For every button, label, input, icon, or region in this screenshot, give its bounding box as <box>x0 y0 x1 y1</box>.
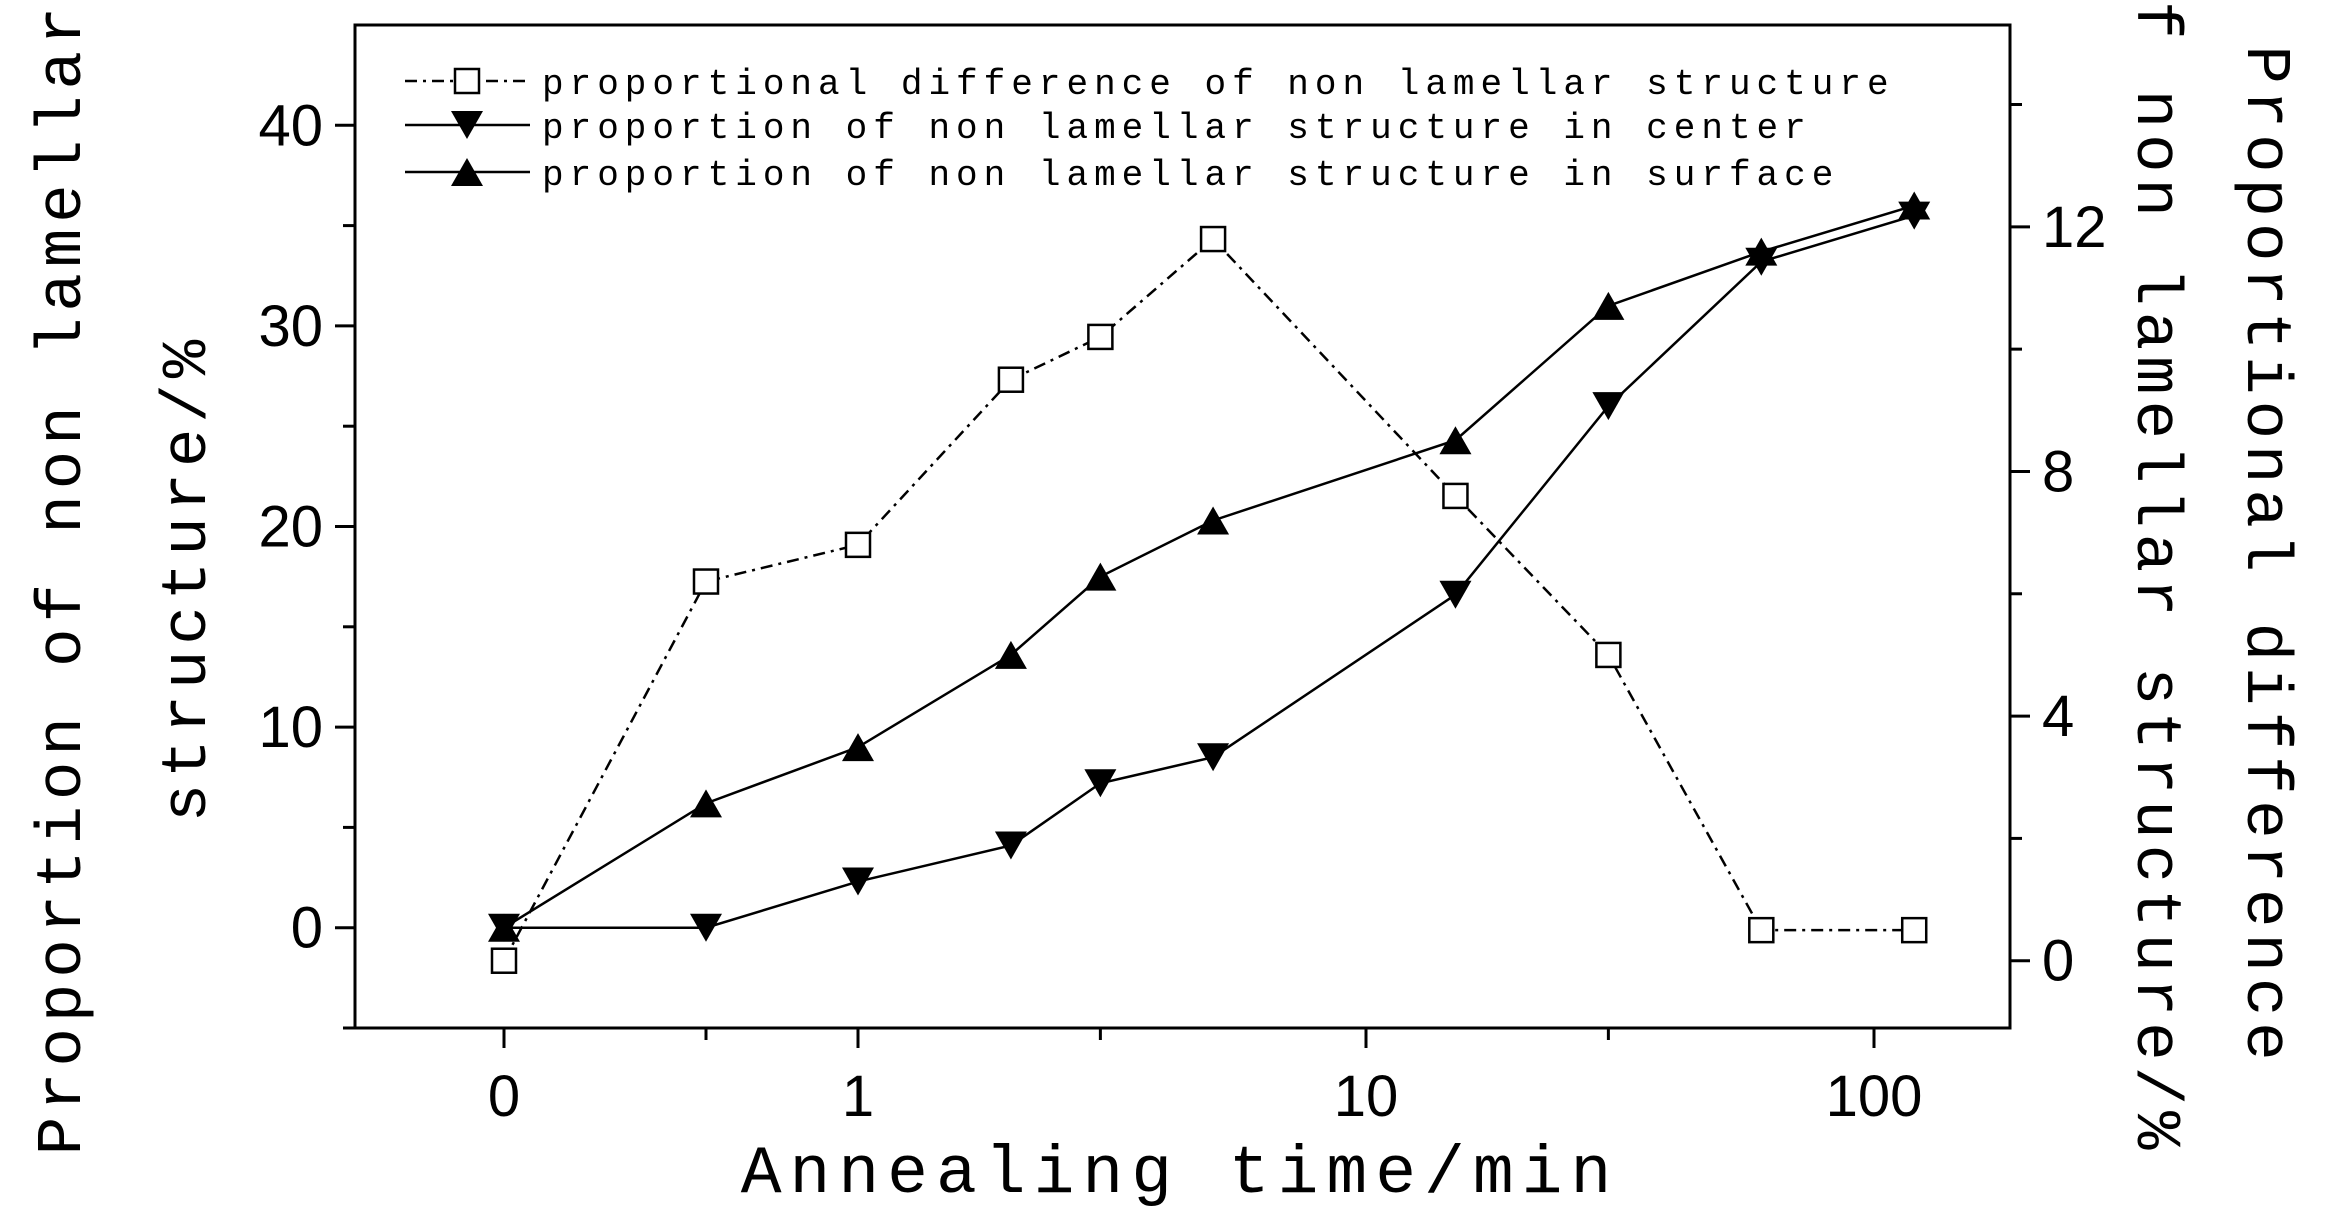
y-axis-left-title-line-1: Proportion of non lamellar <box>28 1 100 1156</box>
data-point-s2-4 <box>1084 562 1117 591</box>
y-left-tick-label-20: 20 <box>258 495 323 560</box>
y-axis-left-title: Proportion of non lamellar <box>28 1 100 1156</box>
y-axis-left-title-2: structure/% <box>153 334 225 822</box>
data-point-s2-2 <box>842 733 874 762</box>
legend-label-center: proportion of non lamellar structure in … <box>542 108 1812 149</box>
y-right-tick-label-8: 8 <box>2042 439 2074 504</box>
series-2 <box>488 191 1931 942</box>
y-axis-left: 0 10 20 30 40 <box>258 93 355 1030</box>
series-line-1 <box>504 214 1915 929</box>
y-right-tick-label-4: 4 <box>2042 684 2074 749</box>
data-point-s0-2 <box>844 531 872 559</box>
y-right-tick-label-0: 0 <box>2042 929 2074 994</box>
legend-label-difference: proportional difference of non lamellar … <box>542 64 1895 105</box>
data-point-s0-8 <box>1748 916 1775 944</box>
y-axis-left-title-line-2: structure/% <box>153 334 225 822</box>
data-point-s1-7 <box>1592 392 1625 421</box>
series-line-0 <box>502 237 1915 962</box>
series-layer <box>488 191 1931 974</box>
data-point-s2-5 <box>1197 506 1230 535</box>
series-line-2 <box>503 204 1915 929</box>
x-axis-title: Annealing time/min <box>741 1136 1620 1213</box>
series-0 <box>490 225 1928 974</box>
legend-entry-center: proportion of non lamellar structure in … <box>405 108 1812 149</box>
y-left-tick-label-0: 0 <box>291 896 323 961</box>
x-tick-label-1: 1 <box>842 1064 874 1129</box>
data-point-s2-1 <box>690 789 722 818</box>
x-tick-label-10: 10 <box>1334 1064 1399 1129</box>
data-point-s0-3 <box>997 366 1025 393</box>
data-point-s2-0 <box>488 913 520 942</box>
data-point-s0-7 <box>1595 641 1622 669</box>
data-point-s0-6 <box>1442 482 1469 510</box>
y-axis-right-title: Proportional difference <box>2228 45 2300 1066</box>
data-point-s1-2 <box>842 867 874 896</box>
y-right-tick-label-12: 12 <box>2042 195 2107 260</box>
legend-marker-open-square <box>453 67 481 95</box>
legend-entry-difference: proportional difference of non lamellar … <box>405 64 1895 105</box>
y-left-tick-label-30: 30 <box>258 294 323 359</box>
data-point-s2-9 <box>1898 191 1931 220</box>
data-point-s0-1 <box>692 568 720 595</box>
legend-label-surface: proportion of non lamellar structure in … <box>542 155 1839 196</box>
legend: proportional difference of non lamellar … <box>405 64 1895 196</box>
data-point-s1-5 <box>1197 743 1230 772</box>
legend-marker-down-triangle <box>451 111 483 139</box>
data-point-s0-5 <box>1199 225 1227 253</box>
data-point-s1-6 <box>1439 580 1472 609</box>
legend-marker-up-triangle <box>451 158 483 186</box>
data-point-s1-3 <box>994 831 1027 860</box>
y-axis-right-title-line-1: Proportional difference <box>2228 45 2300 1066</box>
data-point-s2-8 <box>1745 237 1778 266</box>
x-axis: 0 1 10 100 <box>488 1028 1923 1129</box>
data-point-s2-3 <box>994 640 1027 669</box>
data-point-s0-0 <box>490 947 518 974</box>
y-axis-right-title-line-2: of non lamellar structure/% <box>2118 0 2190 1155</box>
data-point-s1-1 <box>690 913 722 942</box>
y-left-tick-label-40: 40 <box>258 93 323 158</box>
data-point-s0-4 <box>1087 323 1114 351</box>
legend-entry-surface: proportion of non lamellar structure in … <box>405 155 1839 196</box>
data-point-s0-9 <box>1900 916 1928 944</box>
y-axis-right: 0 4 8 12 <box>2010 103 2107 994</box>
x-tick-label-100: 100 <box>1826 1064 1923 1129</box>
data-point-s2-6 <box>1439 426 1472 455</box>
x-tick-label-0: 0 <box>488 1064 520 1129</box>
data-point-s1-4 <box>1084 769 1117 798</box>
data-point-s2-7 <box>1592 291 1625 320</box>
y-left-tick-label-10: 10 <box>258 695 323 760</box>
y-axis-right-title-2: of non lamellar structure/% <box>2118 0 2190 1155</box>
